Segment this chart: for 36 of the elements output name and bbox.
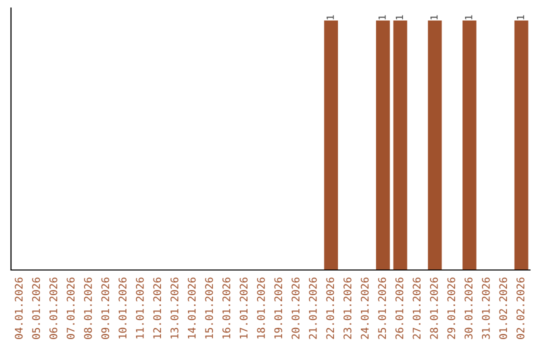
x-tick-label: 06.01.2026 [49, 278, 58, 339]
x-tick-label: 21.01.2026 [308, 278, 317, 339]
x-tick-label: 09.01.2026 [101, 278, 110, 339]
data-label: 1 [396, 15, 403, 20]
x-tick-label: 05.01.2026 [32, 278, 40, 339]
x-tick-label: 07.01.2026 [66, 278, 75, 339]
x-tick-label: 02.02.2026 [516, 278, 524, 339]
x-tick-label: 19.01.2026 [274, 278, 282, 338]
x-tick-label: 08.01.2026 [84, 278, 92, 339]
x-tick-label: 30.01.2026 [464, 278, 472, 339]
x-tick-label: 28.01.2026 [430, 278, 438, 339]
x-tick-label: 13.01.2026 [170, 278, 178, 338]
x-tick-label: 16.01.2026 [222, 278, 230, 338]
x-tick-label: 15.01.2026 [205, 278, 213, 338]
data-label: 1 [430, 15, 438, 20]
data-label: 1 [516, 15, 524, 20]
data-label: 1 [378, 15, 386, 20]
x-tick-label: 17.01.2026 [240, 278, 248, 338]
x-tick-label: 01.02.2026 [499, 278, 508, 339]
x-tick-label: 20.01.2026 [292, 278, 300, 339]
data-label: 1 [326, 15, 334, 20]
x-tick-label: 23.01.2026 [344, 278, 352, 339]
x-tick-label: 10.01.2026 [118, 278, 126, 338]
x-tick-label: 27.01.2026 [412, 278, 421, 339]
x-tick-label: 31.01.2026 [482, 278, 490, 339]
x-tick-label: 26.01.2026 [395, 278, 404, 339]
x-tick-label: 14.01.2026 [188, 278, 196, 338]
x-tick-label: 12.01.2026 [153, 278, 162, 338]
x-tick-label: 24.01.2026 [360, 278, 369, 339]
x-tick-label: 22.01.2026 [326, 278, 334, 339]
x-tick-label: 29.01.2026 [447, 278, 456, 339]
x-tick-label: 11.01.2026 [136, 278, 144, 338]
x-tick-label: 25.01.2026 [378, 278, 386, 339]
x-tick-label: 04.01.2026 [14, 278, 23, 339]
x-tick-label: 18.01.2026 [257, 278, 265, 338]
data-label: 1 [465, 15, 472, 20]
